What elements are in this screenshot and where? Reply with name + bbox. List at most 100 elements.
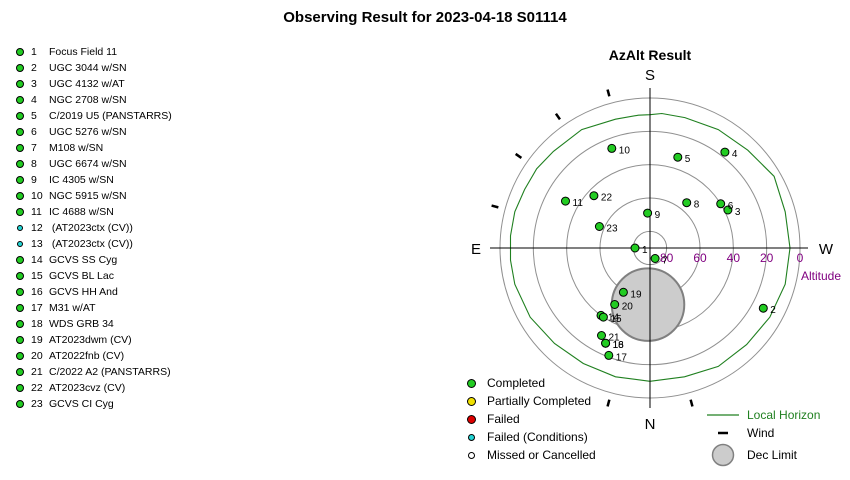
target-status-dot (16, 336, 24, 344)
target-row: 1 Focus Field 11 (16, 44, 172, 60)
target-number: 10 (31, 190, 43, 202)
target-number: 6 (31, 126, 37, 138)
target-status-dot (16, 400, 24, 408)
legend-swatch (460, 451, 482, 459)
target-row: 15 GCVS BL Lac (16, 268, 172, 284)
legend-dot (466, 414, 476, 424)
target-row: 11 IC 4688 w/SN (16, 204, 172, 220)
target-number: 20 (31, 350, 43, 362)
legend-wind-label: Wind (747, 426, 775, 440)
target-point-label: 1 (642, 245, 648, 256)
wind-tick (554, 112, 561, 121)
target-number: 23 (31, 398, 43, 410)
target-number: 12 (31, 222, 43, 234)
legend-item-failed-conditions: Failed (Conditions) (460, 428, 596, 446)
target-name: AT2023cvz (CV) (49, 382, 126, 394)
target-point-label: 17 (616, 352, 628, 363)
target-name: GCVS BL Lac (49, 270, 114, 282)
target-name: IC 4688 w/SN (49, 206, 114, 218)
target-point-18 (601, 338, 611, 348)
target-status-dot (16, 160, 24, 168)
target-name: UGC 4132 w/AT (49, 78, 125, 90)
altitude-tick-label: 20 (760, 251, 774, 265)
target-point-label: 22 (601, 193, 613, 204)
target-point-label: 18 (613, 340, 625, 351)
altitude-tick-label: 0 (797, 251, 804, 265)
target-status-dot (16, 176, 24, 184)
target-row: 8 UGC 6674 w/SN (16, 156, 172, 172)
target-point-label: 5 (685, 154, 691, 165)
target-number: 16 (31, 286, 43, 298)
direction-s: S (645, 67, 655, 84)
target-row: 14 GCVS SS Cyg (16, 252, 172, 268)
target-status-dot (16, 128, 24, 136)
target-name: IC 4305 w/SN (49, 174, 114, 186)
target-number: 2 (31, 62, 37, 74)
target-status-dot (16, 352, 24, 360)
target-number: 11 (31, 206, 42, 218)
target-status-dot (16, 384, 24, 392)
target-name: Focus Field 11 (49, 46, 118, 58)
target-point-19 (618, 287, 628, 297)
target-status-dot (16, 256, 24, 264)
target-status-dot (16, 144, 24, 152)
legend-item-partial: Partially Completed (460, 392, 596, 410)
target-point-label: 8 (694, 200, 700, 211)
target-row: 17 M31 w/AT (16, 300, 172, 316)
status-legend: Completed Partially Completed Failed Failed… (460, 374, 596, 464)
target-name: C/2019 U5 (PANSTARRS) (49, 110, 172, 122)
altitude-tick-label: 80 (660, 251, 674, 265)
direction-w: W (819, 241, 834, 258)
target-number: 18 (31, 318, 43, 330)
azalt-chart: AzAlt Result 80 60 40 20 0 12345678910111415… (471, 47, 841, 433)
target-name: UGC 6674 w/SN (49, 158, 127, 170)
target-status-dot (17, 225, 23, 231)
target-point-9 (643, 208, 653, 218)
target-row: 4 NGC 2708 w/SN (16, 92, 172, 108)
target-point-label: 6 (728, 201, 734, 212)
legend-dec-limit-label: Dec Limit (747, 448, 798, 462)
target-point-label: 4 (732, 149, 738, 160)
wind-tick (491, 204, 499, 209)
target-number: 7 (31, 142, 37, 154)
target-point-label: 20 (622, 302, 634, 313)
target-point-label: 19 (630, 289, 642, 300)
target-number: 14 (31, 254, 43, 266)
legend-swatch (460, 396, 482, 406)
target-point-22 (589, 191, 599, 201)
target-point-label: 15 (610, 314, 622, 325)
target-name: AT2022fnb (CV) (49, 350, 125, 362)
horizon-line-swatch (705, 413, 741, 417)
target-number: 17 (31, 302, 43, 314)
dec-limit-swatch (705, 443, 741, 467)
target-row: 21 C/2022 A2 (PANSTARRS) (16, 364, 172, 380)
target-row: 5 C/2019 U5 (PANSTARRS) (16, 108, 172, 124)
legend-horizon-label: Local Horizon (747, 408, 821, 422)
target-row: 2 UGC 3044 w/SN (16, 60, 172, 76)
target-status-dot (16, 80, 24, 88)
target-row: 9 IC 4305 w/SN (16, 172, 172, 188)
legend-item-failed: Failed (460, 410, 596, 428)
target-point-label: 11 (573, 198, 584, 209)
target-number: 3 (31, 78, 37, 90)
target-row: 23 GCVS CI Cyg (16, 396, 172, 412)
target-point-label: 3 (735, 207, 741, 218)
legend-swatch (460, 414, 482, 424)
target-name: (AT2023ctx (CV)) (49, 222, 133, 234)
altitude-tick-label: 60 (693, 251, 707, 265)
target-row: 20 AT2022fnb (CV) (16, 348, 172, 364)
target-row: 10 NGC 5915 w/SN (16, 188, 172, 204)
target-point-5 (673, 152, 683, 162)
legend-label: Partially Completed (487, 394, 592, 408)
legend-label: Failed (487, 412, 520, 426)
wind-tick (514, 152, 523, 159)
target-number: 4 (31, 94, 37, 106)
target-point-7 (650, 254, 660, 263)
target-point-label: 21 (609, 333, 621, 344)
target-number: 8 (31, 158, 37, 170)
legend-dot (467, 433, 475, 441)
target-status-dot (16, 272, 24, 280)
target-row: 12 (AT2023ctx (CV)) (16, 220, 172, 236)
target-name: AT2023dwm (CV) (49, 334, 132, 346)
target-name: C/2022 A2 (PANSTARRS) (49, 366, 171, 378)
